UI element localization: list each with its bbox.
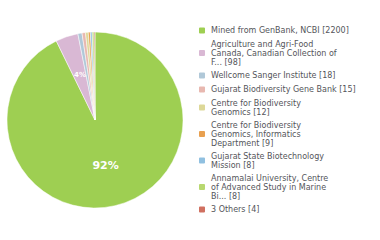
svg-text:Genomics, Informatics: Genomics, Informatics: [211, 130, 301, 139]
svg-text:Mission [8]: Mission [8]: [211, 161, 255, 170]
svg-text:Department [9]: Department [9]: [211, 139, 273, 148]
svg-text:Gujarat Biodiversity Gene Bank: Gujarat Biodiversity Gene Bank [15]: [211, 85, 356, 94]
svg-text:Canada, Canadian Collection of: Canada, Canadian Collection of: [211, 49, 337, 58]
svg-text:Gujarat State Biotechnology: Gujarat State Biotechnology: [211, 152, 324, 161]
svg-text:Mined from GenBank, NCBI [2200: Mined from GenBank, NCBI [2200]: [211, 26, 349, 35]
svg-text:92%: 92%: [92, 159, 118, 172]
svg-text:4%: 4%: [74, 71, 86, 79]
svg-text:of Advanced Study in Marine: of Advanced Study in Marine: [211, 183, 326, 192]
svg-text:F... [98]: F... [98]: [211, 58, 241, 67]
svg-text:3 Others [4]: 3 Others [4]: [211, 205, 259, 214]
svg-text:Bi... [8]: Bi... [8]: [211, 192, 240, 201]
svg-text:Centre for Biodiversity: Centre for Biodiversity: [211, 121, 301, 130]
svg-text:Annamalai University, Centre: Annamalai University, Centre: [211, 174, 328, 183]
svg-text:Agriculture and Agri-Food: Agriculture and Agri-Food: [211, 40, 313, 49]
svg-text:Centre for Biodiversity: Centre for Biodiversity: [211, 99, 301, 108]
svg-text:Genomics [12]: Genomics [12]: [211, 108, 270, 117]
svg-text:Wellcome Sanger Institute [18]: Wellcome Sanger Institute [18]: [211, 71, 335, 80]
